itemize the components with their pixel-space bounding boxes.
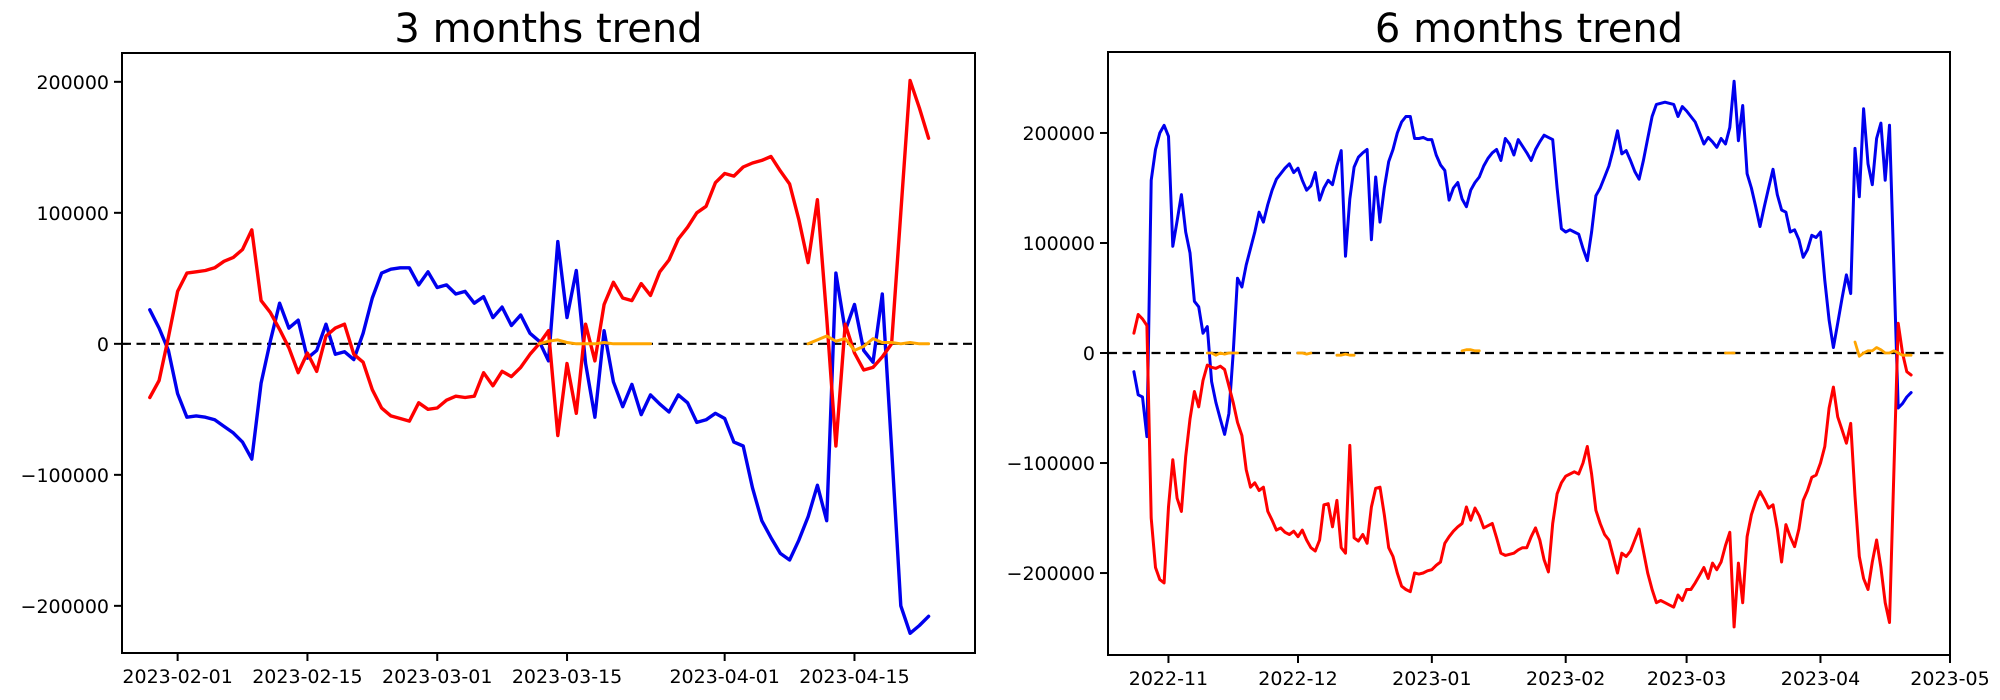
y-tick-label: −200000 [21,596,109,618]
orange-series-line [1296,351,1313,356]
x-tick-label: 2023-02-01 [122,666,232,688]
x-tick-label: 2023-04-01 [669,666,779,688]
orange-series-line [1460,348,1481,353]
x-tick-label: 2023-03-15 [512,666,622,688]
x-tick-label: 2022-11 [1129,668,1208,690]
chart-title-6-months: 6 months trend [1374,6,1684,52]
x-tick-label: 2022-12 [1258,668,1337,690]
y-tick-label: 0 [1083,343,1095,365]
y-tick-label: 200000 [1022,123,1095,145]
y-tick-label: 100000 [36,203,109,225]
orange-series-line [537,338,652,346]
x-tick-label: 2023-03-01 [382,666,492,688]
y-tick-label: −200000 [1007,563,1095,585]
y-tick-label: −100000 [21,465,109,487]
y-tick-label: −100000 [1007,453,1095,475]
y-tick-label: 0 [97,334,109,356]
y-tick-label: 200000 [36,72,109,94]
red-series-line [148,78,931,448]
orange-series-line [1205,351,1239,357]
plot-frame [121,52,976,654]
x-tick-label: 2023-03 [1647,668,1726,690]
blue-series-line [148,239,931,635]
x-tick-label: 2023-04-15 [799,666,909,688]
red-series-line [1132,313,1913,629]
x-tick-label: 2023-04 [1781,668,1860,690]
x-tick-label: 2023-02 [1526,668,1605,690]
orange-series-line [1335,352,1356,357]
x-tick-label: 2023-02-15 [252,666,362,688]
orange-series-line [1853,340,1913,358]
orange-series-line [806,334,931,352]
blue-series-line [1132,79,1913,439]
chart-title-3-months: 3 months trend [394,6,703,52]
x-tick-label: 2023-05 [1910,668,1989,690]
x-tick-label: 2023-01 [1392,668,1471,690]
y-tick-label: 100000 [1022,233,1095,255]
